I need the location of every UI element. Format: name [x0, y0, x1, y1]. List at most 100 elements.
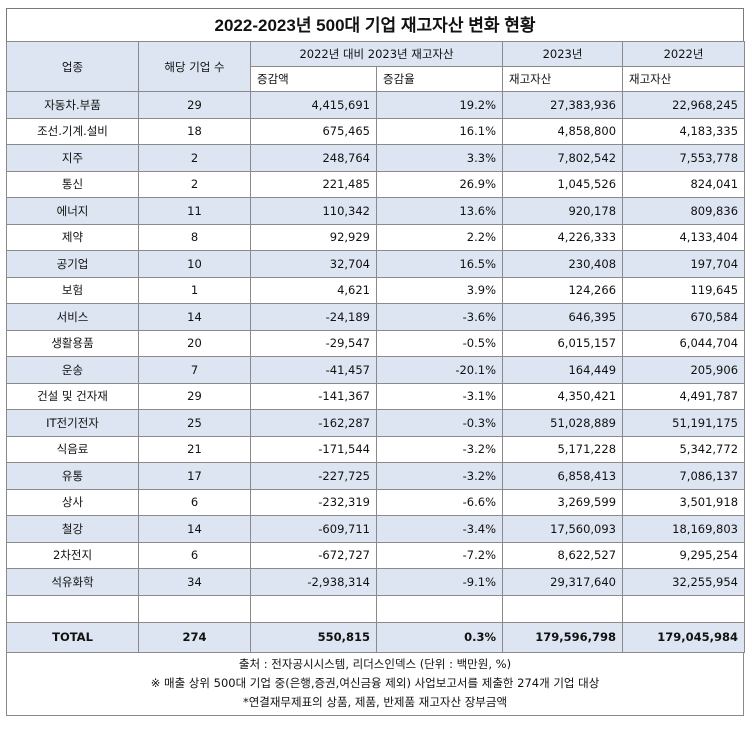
row-change: -162,287	[250, 409, 377, 437]
row-count: 29	[138, 91, 251, 119]
row-industry: 유통	[6, 462, 139, 490]
total-change: 550,815	[250, 621, 377, 653]
row-inventory-2022: 824,041	[622, 170, 746, 198]
table-row: 공기업 10 32,704 16.5% 230,408 197,704	[6, 250, 746, 278]
row-inventory-2023: 4,350,421	[502, 382, 624, 410]
row-change: -41,457	[250, 356, 377, 384]
row-inventory-2023: 29,317,640	[502, 568, 624, 596]
row-industry: 조선.기계.설비	[6, 117, 139, 145]
row-inventory-2023: 27,383,936	[502, 91, 624, 119]
report-title: 2022-2023년 500대 기업 재고자산 변화 현황	[6, 8, 744, 41]
row-inventory-2023: 7,802,542	[502, 144, 624, 172]
table-row: IT전기전자 25 -162,287 -0.3% 51,028,889 51,191,17…	[6, 409, 746, 437]
table-row: 식음료 21 -171,544 -3.2% 5,171,228 5,342,772	[6, 435, 746, 463]
table-row: 서비스 14 -24,189 -3.6% 646,395 670,584	[6, 303, 746, 331]
row-industry: IT전기전자	[6, 409, 139, 437]
row-inventory-2023: 4,226,333	[502, 223, 624, 251]
table-row: 조선.기계.설비 18 675,465 16.1% 4,858,800 4,183,335	[6, 117, 746, 145]
row-industry: 공기업	[6, 250, 139, 278]
row-count: 20	[138, 329, 251, 357]
table-row: 에너지 11 110,342 13.6% 920,178 809,836	[6, 197, 746, 225]
table-row: 철강 14 -609,711 -3.4% 17,560,093 18,169,803	[6, 515, 746, 543]
row-change: -232,319	[250, 488, 377, 516]
table-row: 지주 2 248,764 3.3% 7,802,542 7,553,778	[6, 144, 746, 172]
row-rate: 26.9%	[375, 170, 504, 198]
row-change: 4,621	[250, 276, 377, 304]
row-inventory-2022: 205,906	[622, 356, 746, 384]
col-header-2022: 2022년	[622, 41, 746, 67]
row-inventory-2022: 18,169,803	[622, 515, 746, 543]
row-industry: 석유화학	[6, 568, 139, 596]
row-change: 248,764	[250, 144, 377, 172]
row-rate: -3.6%	[375, 303, 504, 331]
row-inventory-2023: 6,858,413	[502, 462, 624, 490]
footer-source: 출처 : 전자공시시스템, 리더스인덱스 (단위 : 백만원, %)	[238, 656, 512, 671]
row-industry: 운송	[6, 356, 139, 384]
row-inventory-2023: 5,171,228	[502, 435, 624, 463]
row-rate: 16.1%	[375, 117, 504, 145]
inventory-report: 2022-2023년 500대 기업 재고자산 변화 현황 업종 해당 기업 수…	[6, 8, 746, 716]
row-inventory-2023: 124,266	[502, 276, 624, 304]
row-industry: 상사	[6, 488, 139, 516]
row-change: -227,725	[250, 462, 377, 490]
row-industry: 2차전지	[6, 541, 139, 569]
row-inventory-2023: 17,560,093	[502, 515, 624, 543]
row-count: 18	[138, 117, 251, 145]
row-rate: -3.1%	[375, 382, 504, 410]
row-count: 17	[138, 462, 251, 490]
table-row: 상사 6 -232,319 -6.6% 3,269,599 3,501,918	[6, 488, 746, 516]
row-inventory-2023: 1,045,526	[502, 170, 624, 198]
row-change: 675,465	[250, 117, 377, 145]
row-rate: -7.2%	[375, 541, 504, 569]
table-row: 2차전지 6 -672,727 -7.2% 8,622,527 9,295,254	[6, 541, 746, 569]
col-header-count: 해당 기업 수	[138, 41, 251, 92]
row-industry: 철강	[6, 515, 139, 543]
row-change: -2,938,314	[250, 568, 377, 596]
total-label: TOTAL	[6, 621, 139, 653]
row-change: -609,711	[250, 515, 377, 543]
row-inventory-2022: 7,553,778	[622, 144, 746, 172]
footer-note-scope: ※ 매출 상위 500대 기업 중(은행,증권,여신금융 제외) 사업보고서를 …	[150, 675, 600, 690]
row-count: 10	[138, 250, 251, 278]
row-count: 11	[138, 197, 251, 225]
row-industry: 보험	[6, 276, 139, 304]
row-inventory-2023: 230,408	[502, 250, 624, 278]
row-inventory-2023: 51,028,889	[502, 409, 624, 437]
row-industry: 통신	[6, 170, 139, 198]
row-change: -171,544	[250, 435, 377, 463]
row-change: 110,342	[250, 197, 377, 225]
row-inventory-2022: 5,342,772	[622, 435, 746, 463]
row-count: 1	[138, 276, 251, 304]
row-inventory-2022: 4,183,335	[622, 117, 746, 145]
total-2023: 179,596,798	[502, 621, 624, 653]
col-header-industry: 업종	[6, 41, 139, 92]
col-header-inventory-2022: 재고자산	[622, 66, 746, 92]
total-2022: 179,045,984	[622, 621, 746, 653]
footer-notes: 출처 : 전자공시시스템, 리더스인덱스 (단위 : 백만원, %) ※ 매출 …	[6, 652, 744, 716]
col-header-change-group: 2022년 대비 2023년 재고자산	[249, 41, 504, 67]
row-inventory-2022: 197,704	[622, 250, 746, 278]
row-rate: -3.4%	[375, 515, 504, 543]
row-rate: -0.3%	[375, 409, 504, 437]
row-rate: -0.5%	[375, 329, 504, 357]
col-header-change-rate: 증감율	[375, 66, 504, 92]
row-inventory-2022: 51,191,175	[622, 409, 746, 437]
table-row: 운송 7 -41,457 -20.1% 164,449 205,906	[6, 356, 746, 384]
table-row: 자동차.부품 29 4,415,691 19.2% 27,383,936 22,968,2…	[6, 91, 746, 119]
row-count: 6	[138, 488, 251, 516]
row-inventory-2023: 4,858,800	[502, 117, 624, 145]
row-count: 2	[138, 144, 251, 172]
row-count: 14	[138, 303, 251, 331]
table-row: 제약 8 92,929 2.2% 4,226,333 4,133,404	[6, 223, 746, 251]
row-change: 221,485	[250, 170, 377, 198]
row-industry: 에너지	[6, 197, 139, 225]
row-rate: 19.2%	[375, 91, 504, 119]
row-count: 2	[138, 170, 251, 198]
row-rate: -20.1%	[375, 356, 504, 384]
row-count: 14	[138, 515, 251, 543]
row-change: 92,929	[250, 223, 377, 251]
row-inventory-2022: 809,836	[622, 197, 746, 225]
row-change: -672,727	[250, 541, 377, 569]
row-inventory-2023: 164,449	[502, 356, 624, 384]
table-row: 생활용품 20 -29,547 -0.5% 6,015,157 6,044,704	[6, 329, 746, 357]
